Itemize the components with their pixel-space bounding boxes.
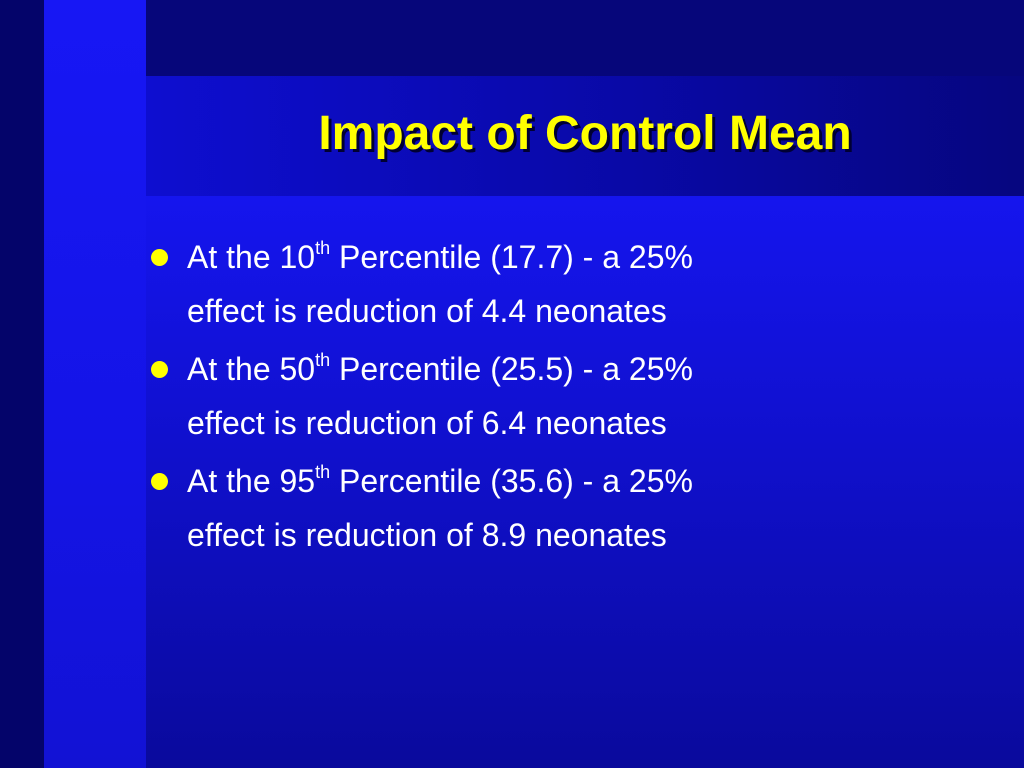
- bullet-text-post: Percentile (35.6) - a 25%: [330, 463, 693, 499]
- bullet-line-2: effect is reduction of 8.9 neonates: [187, 517, 667, 553]
- left-dark-stripe: [0, 0, 44, 768]
- ordinal-suffix: th: [315, 350, 331, 370]
- bullet-list: At the 10th Percentile (17.7) - a 25% ef…: [146, 230, 906, 566]
- bullet-dot-icon: [151, 361, 168, 378]
- bullet-line-2: effect is reduction of 6.4 neonates: [187, 405, 667, 441]
- bullet-line-1: At the 95th Percentile (35.6) - a 25%: [187, 454, 906, 508]
- bullet-line-1: At the 10th Percentile (17.7) - a 25%: [187, 230, 906, 284]
- slide-title: Impact of Control Mean: [318, 107, 852, 160]
- bullet-line-2: effect is reduction of 4.4 neonates: [187, 293, 667, 329]
- bullet-dot-icon: [151, 473, 168, 490]
- bullet-text-post: Percentile (25.5) - a 25%: [330, 351, 693, 387]
- content-area: [146, 196, 1024, 768]
- bullet-text-pre: At the 95: [187, 463, 316, 499]
- bullet-text-pre: At the 50: [187, 351, 316, 387]
- bullet-text-post: Percentile (17.7) - a 25%: [330, 239, 693, 275]
- bullet-line-1: At the 50th Percentile (25.5) - a 25%: [187, 342, 906, 396]
- bullet-item-10th-percentile: At the 10th Percentile (17.7) - a 25% ef…: [146, 230, 906, 338]
- ordinal-suffix: th: [315, 462, 331, 482]
- bullet-dot-icon: [151, 249, 168, 266]
- bullet-text-pre: At the 10: [187, 239, 316, 275]
- bullet-item-95th-percentile: At the 95th Percentile (35.6) - a 25% ef…: [146, 454, 906, 562]
- title-band: [146, 76, 1024, 196]
- left-bright-stripe: [44, 0, 146, 768]
- ordinal-suffix: th: [315, 238, 331, 258]
- bullet-item-50th-percentile: At the 50th Percentile (25.5) - a 25% ef…: [146, 342, 906, 450]
